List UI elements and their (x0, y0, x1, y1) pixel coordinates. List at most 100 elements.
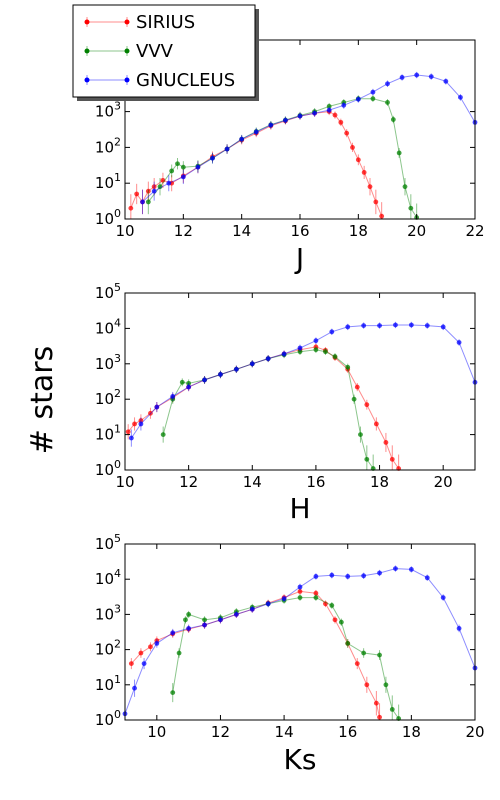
data-point (390, 117, 396, 122)
series-gnucleus-h (128, 321, 478, 447)
data-point (367, 184, 373, 190)
legend-marker (124, 48, 130, 54)
data-point (313, 574, 319, 579)
data-point (313, 338, 319, 344)
data-point (176, 650, 182, 656)
series-line-sirius (127, 346, 400, 469)
series-vvv-ks (170, 594, 402, 721)
data-point (180, 174, 186, 180)
data-point (233, 612, 239, 617)
data-point (361, 323, 367, 328)
data-point (341, 102, 347, 108)
data-point (297, 584, 303, 590)
data-point (138, 418, 144, 423)
data-point (345, 324, 351, 330)
data-point (428, 74, 434, 79)
data-point (332, 112, 338, 118)
legend-marker (124, 77, 130, 83)
data-point (157, 184, 163, 190)
data-point (332, 354, 338, 359)
legend-label: SIRIUS (136, 12, 195, 33)
data-point (355, 157, 361, 163)
y-tick-label: 100 (95, 458, 121, 479)
x-tick-label: 18 (349, 222, 368, 240)
data-point (361, 650, 367, 656)
data-point (218, 372, 223, 377)
data-point (393, 566, 398, 572)
data-point (345, 364, 351, 370)
data-point (297, 345, 303, 351)
data-point (186, 384, 192, 390)
data-point (385, 100, 390, 105)
data-point (218, 617, 223, 623)
data-point (323, 349, 328, 355)
data-point (456, 626, 462, 631)
y-axis-label: # stars (25, 346, 60, 454)
data-point (128, 205, 134, 211)
x-tick-label: 10 (147, 723, 166, 741)
series-line-sirius (130, 111, 383, 217)
legend-label: GNUCLEUS (136, 70, 235, 91)
x-tick-label: 22 (465, 222, 484, 240)
data-point (408, 322, 414, 328)
x-tick-label: 10 (115, 222, 134, 240)
panel-ks: Ks 10 12 14 16 18 20 100 101 102 103 104 105 (95, 532, 485, 776)
data-point (345, 641, 351, 646)
data-point (249, 606, 255, 612)
legend-entry-gnucleus: GNUCLEUS (84, 70, 235, 91)
data-point (265, 356, 271, 362)
data-point (151, 188, 157, 194)
x-tick-label: 16 (290, 222, 309, 240)
data-point (140, 199, 145, 205)
y-tick-label: 100 (95, 708, 121, 729)
y-tick-label: 104 (95, 316, 121, 337)
data-point (344, 130, 350, 136)
data-point (297, 595, 303, 601)
data-point (377, 323, 382, 328)
x-tick-label: 20 (465, 723, 484, 741)
axes-frame (124, 292, 476, 471)
data-point (186, 612, 192, 617)
legend-entry-vvv: VVV (84, 41, 174, 62)
data-point (202, 377, 207, 383)
data-point (179, 379, 185, 385)
legend: SIRIUS VVV GNUCLEUS (72, 4, 259, 101)
data-point (175, 161, 180, 167)
data-point (361, 170, 367, 175)
y-tick-label: 103 (95, 602, 121, 623)
data-point (170, 690, 176, 696)
data-point (364, 402, 370, 408)
data-point (358, 432, 363, 437)
data-point (170, 630, 176, 636)
data-point (183, 617, 188, 623)
data-point (385, 81, 390, 87)
data-point (396, 150, 402, 156)
y-tick-label: 102 (95, 135, 121, 156)
y-tick-label: 102 (95, 638, 121, 659)
data-point (313, 347, 319, 353)
data-point (128, 661, 134, 667)
data-point (138, 650, 144, 656)
data-point (332, 617, 338, 623)
data-point (364, 682, 370, 688)
data-point (355, 96, 361, 102)
data-point (424, 575, 430, 581)
data-point (399, 75, 405, 80)
data-point (389, 707, 395, 712)
x-tick-label: 16 (338, 723, 357, 741)
data-point (379, 213, 385, 219)
data-point (166, 180, 172, 186)
data-point (345, 574, 351, 579)
data-point (402, 184, 408, 190)
data-point (377, 652, 382, 658)
data-point (414, 72, 420, 78)
data-point (160, 177, 166, 183)
data-point (297, 113, 303, 119)
data-point (323, 601, 328, 607)
data-point (458, 94, 463, 100)
data-point (329, 603, 335, 608)
data-point (148, 644, 153, 650)
panel-h: H 10 12 14 16 18 20 100 101 102 103 104 105 (95, 281, 478, 525)
data-point (370, 96, 376, 102)
data-point (239, 136, 245, 142)
